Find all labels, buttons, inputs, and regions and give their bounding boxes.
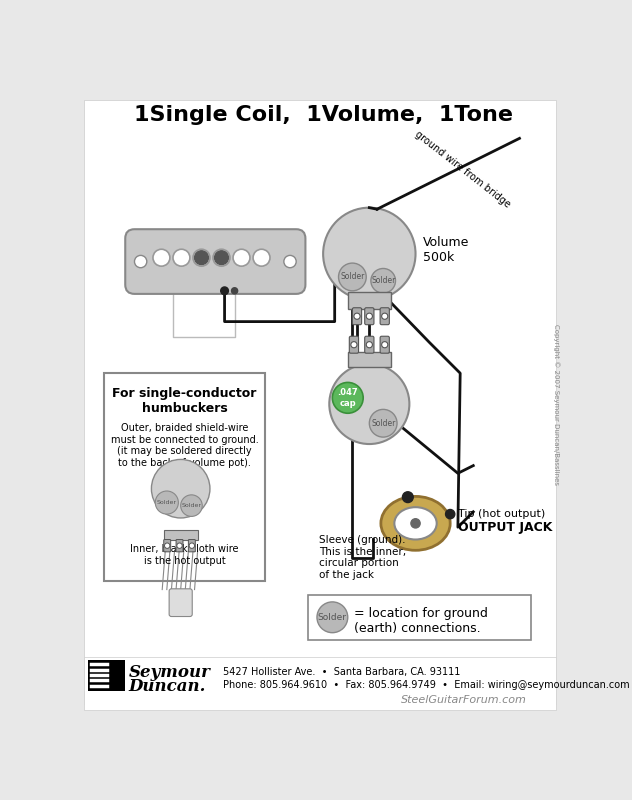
Circle shape <box>446 510 455 518</box>
Text: = location for ground
(earth) connections.: = location for ground (earth) connection… <box>354 607 488 635</box>
Circle shape <box>329 364 410 444</box>
Circle shape <box>193 250 210 266</box>
Text: Inner, black cloth wire
is the hot output: Inner, black cloth wire is the hot outpu… <box>130 544 239 566</box>
Circle shape <box>233 250 250 266</box>
Circle shape <box>153 250 170 266</box>
Ellipse shape <box>394 507 437 539</box>
Circle shape <box>213 250 230 266</box>
Text: OUTPUT JACK: OUTPUT JACK <box>458 521 552 534</box>
Circle shape <box>354 313 360 319</box>
Ellipse shape <box>381 496 450 550</box>
Text: Solder: Solder <box>340 273 365 282</box>
FancyBboxPatch shape <box>349 336 358 353</box>
Circle shape <box>214 250 228 265</box>
Circle shape <box>382 342 388 348</box>
Text: 1Single Coil,  1Volume,  1Tone: 1Single Coil, 1Volume, 1Tone <box>135 106 513 126</box>
Text: Copyright © 2007 Seymour Duncan/Basslines: Copyright © 2007 Seymour Duncan/Bassline… <box>553 323 560 485</box>
Circle shape <box>181 495 202 517</box>
Text: Outer, braided shield-wire
must be connected to ground.
(it may be soldered dire: Outer, braided shield-wire must be conne… <box>111 423 258 468</box>
FancyBboxPatch shape <box>164 539 171 552</box>
Circle shape <box>339 263 367 291</box>
Bar <box>348 292 391 310</box>
Text: 5427 Hollister Ave.  •  Santa Barbara, CA. 93111: 5427 Hollister Ave. • Santa Barbara, CA.… <box>223 667 460 678</box>
Circle shape <box>382 313 388 319</box>
Text: Volume
500k: Volume 500k <box>423 236 470 264</box>
FancyBboxPatch shape <box>176 539 183 552</box>
Text: Tip (hot output): Tip (hot output) <box>458 509 545 519</box>
Text: Duncan.: Duncan. <box>128 678 205 695</box>
Circle shape <box>332 382 363 414</box>
FancyBboxPatch shape <box>380 336 389 353</box>
Text: Solder: Solder <box>157 500 177 505</box>
Circle shape <box>411 518 420 528</box>
Bar <box>85 657 556 710</box>
FancyBboxPatch shape <box>353 308 362 325</box>
FancyBboxPatch shape <box>104 373 265 581</box>
Text: Solder: Solder <box>181 503 202 508</box>
Circle shape <box>253 250 270 266</box>
Bar <box>88 661 125 691</box>
FancyBboxPatch shape <box>365 336 374 353</box>
Bar <box>164 530 198 540</box>
Circle shape <box>369 410 397 437</box>
Circle shape <box>367 342 372 348</box>
Text: Sleeve (ground).
This is the inner,
circular portion
of the jack: Sleeve (ground). This is the inner, circ… <box>319 535 406 580</box>
FancyBboxPatch shape <box>125 230 305 294</box>
Circle shape <box>317 602 348 633</box>
Circle shape <box>351 342 357 348</box>
Circle shape <box>173 250 190 266</box>
Text: ground wire from bridge: ground wire from bridge <box>413 129 512 210</box>
Circle shape <box>189 543 195 548</box>
Bar <box>308 595 531 640</box>
Circle shape <box>135 255 147 268</box>
Circle shape <box>221 287 228 294</box>
Text: For single-conductor
humbuckers: For single-conductor humbuckers <box>112 387 257 415</box>
FancyBboxPatch shape <box>169 589 192 617</box>
FancyBboxPatch shape <box>188 539 195 552</box>
Text: .047
cap: .047 cap <box>337 388 358 407</box>
Circle shape <box>152 459 210 518</box>
Circle shape <box>371 269 396 293</box>
Text: Solder: Solder <box>371 418 396 428</box>
FancyBboxPatch shape <box>365 308 374 325</box>
Circle shape <box>164 543 170 548</box>
Text: Phone: 805.964.9610  •  Fax: 805.964.9749  •  Email: wiring@seymourduncan.com: Phone: 805.964.9610 • Fax: 805.964.9749 … <box>223 680 629 690</box>
Circle shape <box>323 208 415 300</box>
Circle shape <box>367 313 372 319</box>
Circle shape <box>155 491 178 514</box>
Circle shape <box>177 543 182 548</box>
Circle shape <box>195 250 209 265</box>
Text: SteelGuitarForum.com: SteelGuitarForum.com <box>401 695 527 705</box>
Circle shape <box>284 255 296 268</box>
Circle shape <box>231 288 238 294</box>
Bar <box>348 352 391 367</box>
Text: Solder: Solder <box>371 276 396 286</box>
FancyBboxPatch shape <box>380 308 389 325</box>
Text: Solder: Solder <box>318 613 347 622</box>
Text: Seymour: Seymour <box>128 664 210 682</box>
Circle shape <box>403 492 413 502</box>
